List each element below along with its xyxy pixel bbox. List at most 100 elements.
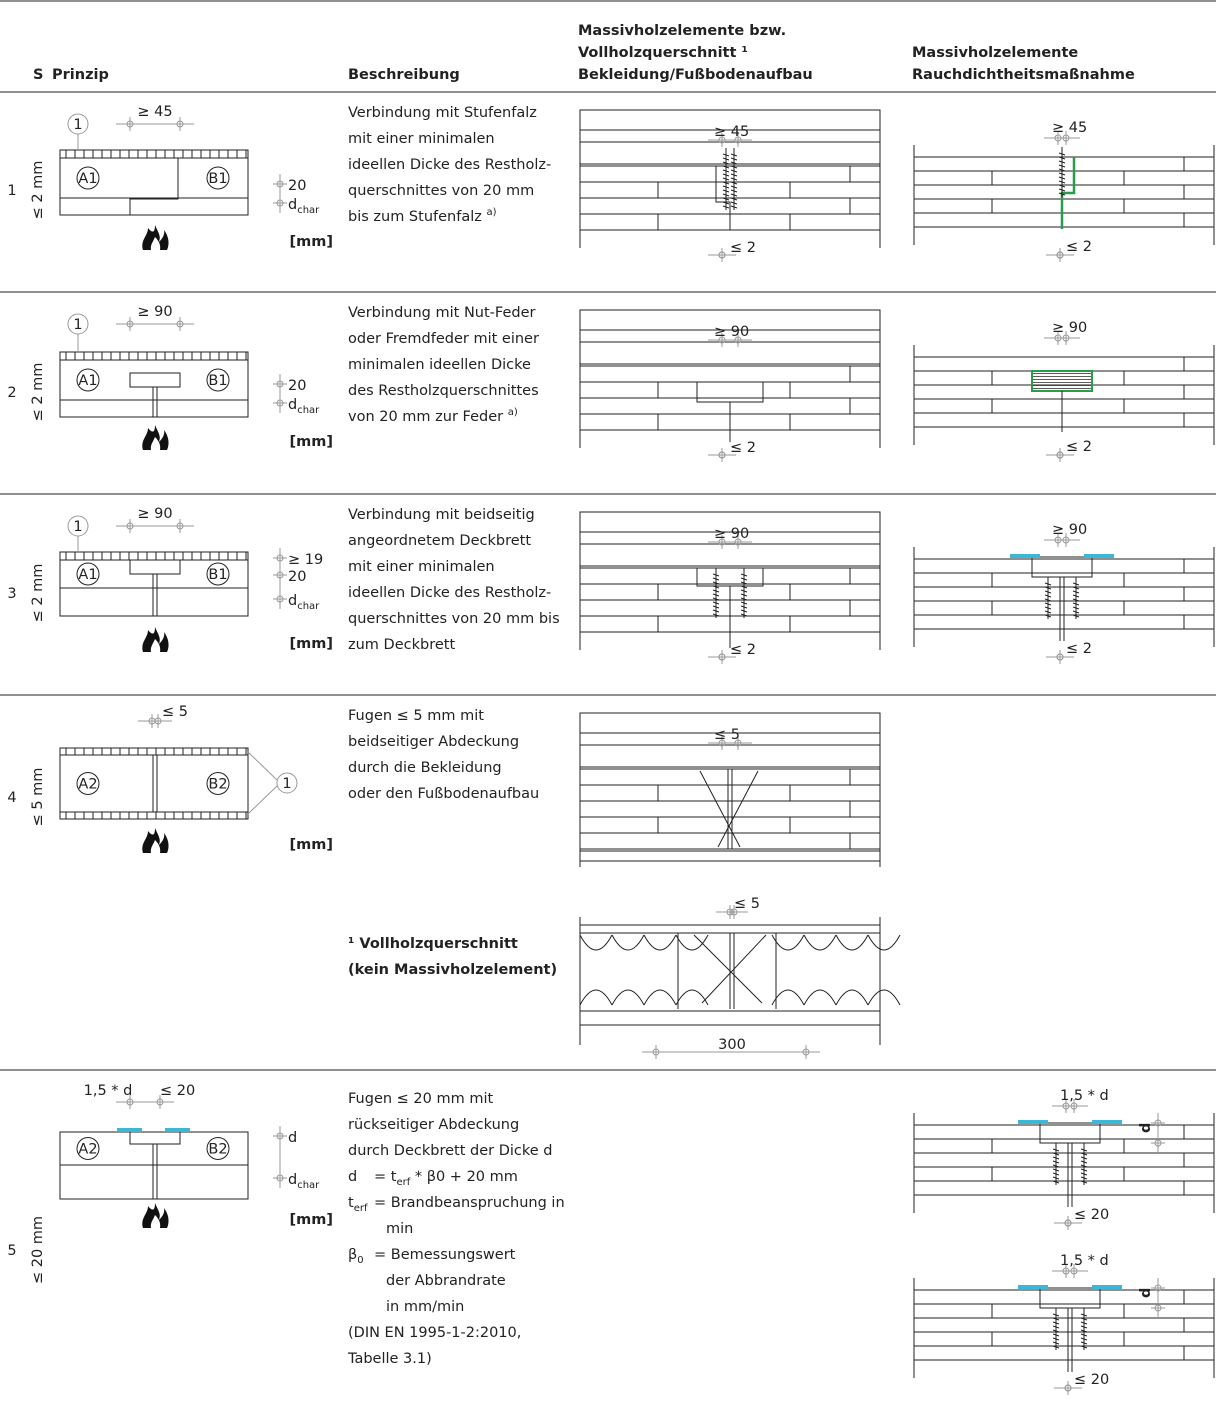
insulation-loop [835,934,869,1006]
footnote-line: ¹ Vollholzquerschnitt [348,936,518,952]
screw-thread [740,577,748,581]
screw-thread [1080,1337,1088,1341]
cover-board [1031,556,1093,578]
screw-thread [722,205,730,209]
screw-thread [1052,1329,1060,1333]
screw-thread [730,181,738,185]
screw-thread [1052,1345,1060,1349]
screw-thread [712,605,720,609]
element-label: B1 [208,567,227,583]
screw-thread [1044,598,1052,602]
text-part: * β0 + 20 mm [410,1169,518,1185]
fire-layer [59,551,249,561]
screw-thread [1044,614,1052,618]
reference-label: 1 [282,776,291,792]
screw-thread [722,161,730,165]
element-marker [206,368,230,392]
description-line: Fugen ≤ 5 mm mit [348,708,484,724]
screw-thread [1052,1164,1060,1168]
reference-marker [276,772,298,794]
dimension-label: ≤ 2 [1066,641,1092,657]
screw-thread [1080,1325,1088,1329]
screw-thread [712,613,720,617]
fill-layer [579,341,881,365]
screw-thread [712,593,720,597]
dimension-label: ≤ 2 [1066,239,1092,255]
element-marker [206,166,230,190]
description-line: zum Deckbrett [348,637,455,653]
fire-layer [59,811,249,820]
seal-strip [1010,554,1040,558]
description-line: Fugen ≤ 20 mm mit [348,1091,493,1107]
screw-thread [1044,606,1052,610]
screw-thread [1052,1180,1060,1184]
fill-layer [579,141,881,165]
screw-thread [1044,590,1052,594]
text-part: d [348,1169,357,1185]
screw-thread [740,601,748,605]
row-number: 2 [7,385,16,401]
element-marker [76,1137,100,1160]
screw-thread [1080,1168,1088,1172]
screw-thread [1058,164,1066,168]
screw-thread [740,597,748,601]
description-line: beidseitiger Abdeckung [348,734,519,750]
screw-thread [1080,1180,1088,1184]
text-part: char [297,601,320,612]
element-marker [206,562,230,586]
dimension-label: ≤ 2 [730,240,756,256]
dimension-label: ≤ 2 [730,642,756,658]
layer-label: d [288,1130,297,1146]
dimension-label: 1,5 * d [1060,1253,1109,1269]
fire-layer [59,747,249,756]
seal-strip [165,1128,190,1132]
row-number: 3 [7,586,16,602]
header-beschreibung: Beschreibung [348,67,460,83]
row-number: 4 [7,790,16,806]
reference-label: 1 [73,317,82,333]
screw-thread [1072,594,1080,598]
screw-thread [1052,1176,1060,1180]
insulation-loop [579,934,613,1006]
dimension-label: ≥ 90 [714,526,749,542]
header-s: S [33,67,43,83]
tongue [1031,370,1093,392]
element-label: A2 [78,777,97,793]
definition-term: β0 [348,1247,364,1266]
screw-thread [1052,1160,1060,1164]
screw-thread [1052,1168,1060,1172]
insulation-loop [867,934,901,1006]
unit-label: [mm] [290,636,333,652]
text-part: erf [396,1177,410,1188]
screw-thread [1058,188,1066,192]
cover-board [1039,1122,1101,1144]
description-line: des Restholzquerschnittes [348,383,539,399]
element-label: B2 [208,777,227,793]
description-line: Verbindung mit Nut-Feder [348,305,535,321]
header-section: Bekleidung/Fußbodenaufbau [578,67,813,83]
insulation-loop [803,934,837,1006]
screw-thread [712,609,720,613]
description-line: rückseitiger Abdeckung [348,1117,519,1133]
seal-strip [1092,1285,1122,1289]
screw-thread [1080,1313,1088,1317]
text-part: d [288,397,297,413]
text-part: bis zum Stufenfalz [348,209,486,225]
screw-thread [730,161,738,165]
element-marker [76,562,100,586]
dimension-label: ≥ 90 [1052,320,1087,336]
screw-thread [722,153,730,157]
tongue [129,372,181,388]
definition-line: = Bemessungswert [374,1247,516,1263]
screw-thread [722,181,730,185]
screw-thread [722,197,730,201]
element-marker [76,166,100,190]
header-smoke: Massivholzelemente [912,45,1078,61]
description-line: von 20 mm zur Feder a) [348,407,518,425]
screw-thread [730,169,738,173]
joint-width: ≤ 5 mm [30,768,46,827]
screw-thread [722,169,730,173]
screw-thread [1052,1341,1060,1345]
